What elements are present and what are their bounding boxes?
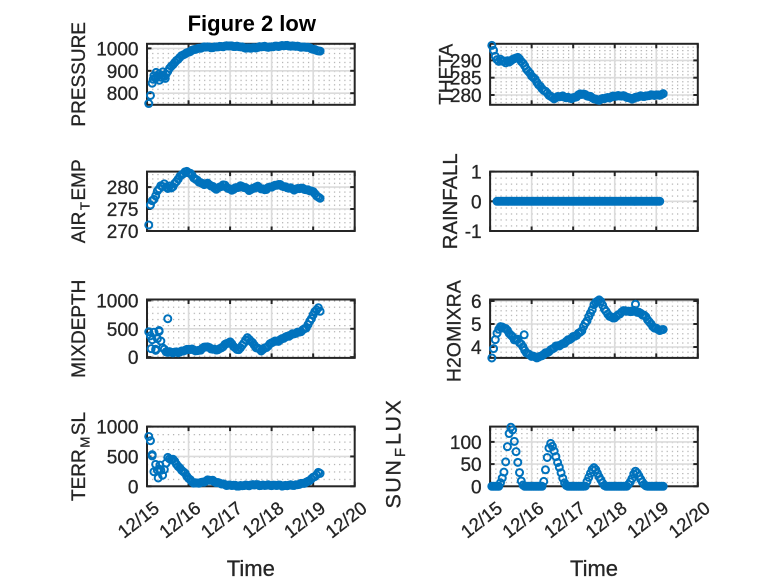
- svg-text:PRESSURE: PRESSURE: [69, 22, 90, 127]
- svg-text:275: 275: [107, 200, 139, 221]
- svg-text:H2OMIXRA: H2OMIXRA: [444, 280, 466, 382]
- svg-text:5: 5: [471, 315, 482, 336]
- svg-text:0: 0: [128, 348, 139, 369]
- svg-text:0: 0: [471, 477, 482, 498]
- svg-text:0: 0: [471, 192, 482, 213]
- svg-text:6: 6: [471, 292, 482, 313]
- svg-text:280: 280: [450, 86, 482, 107]
- svg-text:RAINFALL: RAINFALL: [440, 153, 462, 249]
- svg-text:280: 280: [107, 178, 139, 199]
- svg-text:MIXDEPTH: MIXDEPTH: [69, 280, 90, 378]
- svg-text:THETA: THETA: [437, 44, 458, 105]
- svg-text:290: 290: [450, 51, 482, 72]
- svg-text:1: 1: [471, 163, 482, 184]
- svg-text:-1: -1: [465, 222, 482, 243]
- svg-text:50: 50: [460, 455, 481, 476]
- svg-text:500: 500: [107, 447, 139, 468]
- svg-text:1000: 1000: [96, 292, 138, 313]
- svg-text:Time: Time: [570, 556, 618, 581]
- svg-text:SUNFLUX: SUNFLUX: [382, 399, 410, 509]
- svg-text:TERRMSL: TERRMSL: [69, 412, 93, 501]
- svg-text:4: 4: [471, 338, 482, 359]
- svg-text:AIRTEMP: AIRTEMP: [69, 159, 93, 243]
- svg-text:1000: 1000: [96, 39, 138, 60]
- svg-text:1000: 1000: [96, 418, 138, 439]
- svg-text:500: 500: [107, 320, 139, 341]
- svg-text:Time: Time: [227, 556, 275, 581]
- svg-text:0: 0: [128, 477, 139, 498]
- svg-text:Figure 2 low: Figure 2 low: [188, 11, 317, 36]
- svg-text:270: 270: [107, 222, 139, 243]
- svg-text:100: 100: [450, 433, 482, 454]
- svg-text:900: 900: [107, 62, 139, 83]
- svg-text:800: 800: [107, 84, 139, 105]
- svg-text:285: 285: [450, 69, 482, 90]
